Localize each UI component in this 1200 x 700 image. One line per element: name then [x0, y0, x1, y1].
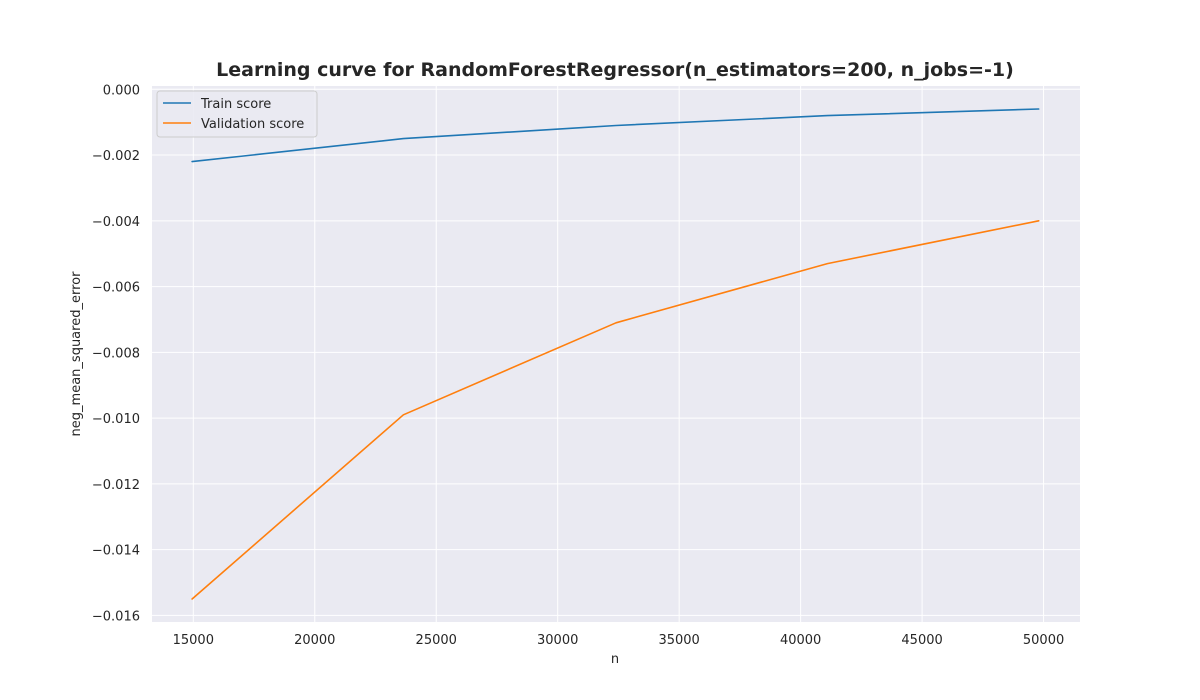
- legend-label: Validation score: [201, 117, 304, 132]
- x-tick-label: 45000: [901, 633, 942, 648]
- series-line-train-score: [191, 108, 1040, 163]
- y-tick-label: −0.010: [92, 412, 140, 427]
- plot-area: [152, 86, 1080, 622]
- y-tick-label: −0.014: [92, 544, 140, 559]
- y-tick-label: −0.016: [92, 609, 140, 624]
- y-axis-label: neg_mean_squared_error: [69, 271, 84, 437]
- x-tick-label: 15000: [173, 633, 214, 648]
- series-layer: [191, 108, 1040, 600]
- grid-lines: [152, 86, 1080, 622]
- x-axis-ticks: 15000 20000 25000 30000 35000 40000 45000 50000: [173, 633, 1065, 648]
- y-tick-label: −0.002: [92, 149, 140, 164]
- y-tick-label: −0.006: [92, 281, 140, 296]
- y-tick-label: 0.000: [103, 83, 140, 98]
- legend-label: Train score: [200, 97, 271, 112]
- legend: Train score Validation score: [156, 90, 318, 138]
- y-axis-ticks: 0.000 −0.002 −0.004 −0.006 −0.008 −0.010 −0.01…: [92, 83, 140, 624]
- x-tick-label: 35000: [658, 633, 699, 648]
- x-tick-label: 50000: [1023, 633, 1064, 648]
- chart-title: Learning curve for RandomForestRegressor…: [216, 59, 1014, 81]
- y-tick-label: −0.012: [92, 478, 140, 493]
- y-tick-label: −0.008: [92, 346, 140, 361]
- series-line-validation-score: [191, 220, 1040, 600]
- legend-box: [156, 90, 318, 138]
- x-axis-label: n: [611, 652, 619, 667]
- x-tick-label: 20000: [294, 633, 335, 648]
- y-tick-label: −0.004: [92, 215, 140, 230]
- x-tick-label: 30000: [537, 633, 578, 648]
- x-tick-label: 40000: [780, 633, 821, 648]
- x-tick-label: 25000: [416, 633, 457, 648]
